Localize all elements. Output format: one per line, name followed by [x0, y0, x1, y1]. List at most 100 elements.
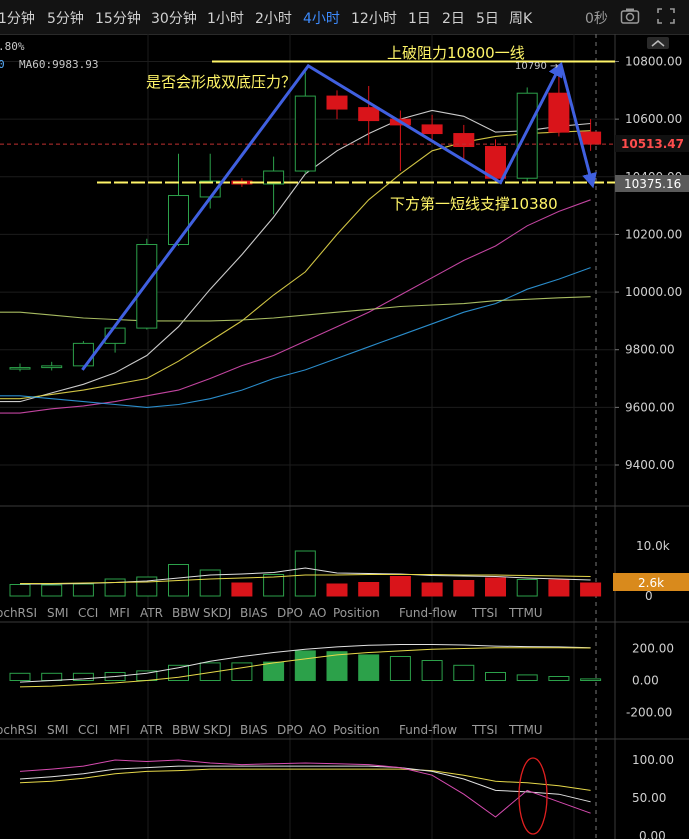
volume-bar	[516, 579, 538, 597]
macd-hist-bar	[580, 678, 602, 682]
macd-tick-label: -200.00	[626, 706, 672, 720]
tab-dpo[interactable]: DPO	[277, 606, 303, 620]
collapse-button[interactable]	[647, 37, 669, 49]
support-price-tag: 10375.16	[624, 177, 681, 191]
fullscreen-icon[interactable]	[656, 7, 676, 25]
volume-tag: 2.6k	[638, 576, 664, 590]
tab-ttsi[interactable]: TTSI	[472, 606, 498, 620]
candle-body	[9, 367, 31, 370]
price-tick-label: 9400.00	[625, 458, 675, 472]
tab-stochrsi[interactable]: ochRSI	[0, 606, 38, 620]
annotation-support: 下方第一短线支撑10380	[390, 195, 558, 213]
macd-tick-label: 200.00	[632, 642, 674, 656]
tab-ao[interactable]: AO	[309, 606, 327, 620]
macd-hist-bar	[485, 672, 506, 681]
tab-ttsi[interactable]: TTSI	[472, 723, 498, 737]
tf-30min[interactable]: 30分钟	[151, 11, 197, 27]
legend-ma-partial: 0	[0, 58, 5, 71]
volume-tick-label: 0	[645, 589, 653, 603]
kdj-k-line	[19, 759, 591, 818]
tab-smi[interactable]: SMI	[47, 606, 69, 620]
tab-smi[interactable]: SMI	[47, 723, 69, 737]
volume-bar	[294, 550, 316, 597]
annotation-resistance: 上破阻力10800一线	[387, 44, 525, 62]
tf-5d[interactable]: 5日	[476, 11, 499, 27]
tf-12h[interactable]: 12小时	[351, 11, 397, 27]
price-chart[interactable]: 10800.0010600.0010400.0010200.0010000.00…	[0, 34, 689, 839]
legend-ma60: MA60:9983.93	[19, 58, 98, 71]
price-tick-label: 10600.00	[625, 112, 682, 126]
ma-line-ma20	[0, 199, 591, 414]
chevron-up-icon[interactable]	[651, 40, 665, 47]
tf-5min[interactable]: 5分钟	[47, 11, 84, 27]
macd-hist-bar	[199, 662, 221, 682]
tab-ttmu[interactable]: TTMU	[509, 723, 543, 737]
tab-skdj[interactable]: SKDJ	[203, 606, 232, 620]
annotation-question: 是否会形成双底压力？	[146, 73, 296, 91]
tab-bias[interactable]: BIAS	[240, 723, 268, 737]
macd-hist-bar	[72, 672, 94, 681]
tab-ao[interactable]: AO	[309, 723, 327, 737]
volume-bar	[263, 574, 285, 597]
tab-dpo[interactable]: DPO	[277, 723, 303, 737]
tab-ttmu[interactable]: TTMU	[509, 606, 543, 620]
tf-15min[interactable]: 15分钟	[95, 11, 141, 27]
tab-atr[interactable]: ATR	[140, 606, 163, 620]
tab-bbw[interactable]: BBW	[172, 606, 200, 620]
tf-2h[interactable]: 2小时	[255, 11, 292, 27]
current-price-tag-bg	[615, 135, 689, 152]
camera-icon[interactable]	[620, 7, 640, 25]
tab-mfi[interactable]: MFI	[109, 606, 130, 620]
candle-body	[485, 146, 506, 179]
tab-position[interactable]: Position	[333, 723, 380, 737]
kdj-j-line	[19, 768, 591, 791]
trend-arrow-final	[559, 64, 597, 189]
tf-4h[interactable]: 4小时	[303, 11, 340, 27]
tf-2d[interactable]: 2日	[442, 11, 465, 27]
tab-atr[interactable]: ATR	[140, 723, 163, 737]
legend-change: .80%	[0, 40, 25, 53]
tab-position[interactable]: Position	[333, 606, 380, 620]
volume-bar	[389, 576, 411, 597]
tab-stochrsi[interactable]: ochRSI	[0, 723, 38, 737]
macd-hist-bar	[263, 661, 285, 681]
tab-fund-flow[interactable]: Fund-flow	[399, 723, 458, 737]
volume-bar	[421, 582, 443, 597]
macd-dea-line	[19, 647, 591, 688]
candle-body	[548, 92, 570, 133]
macd-hist-bar	[231, 662, 253, 682]
candle-body	[580, 131, 602, 145]
volume-bar	[72, 583, 94, 597]
price-tick-label: 9600.00	[625, 400, 675, 414]
tab-fund-flow[interactable]: Fund-flow	[399, 606, 458, 620]
annotation-peak: 10790 →	[515, 61, 558, 72]
indicator-tabs-row-2: ochRSI SMI CCI MFI ATR BBW SKDJ BIAS DPO…	[0, 719, 615, 741]
tab-mfi[interactable]: MFI	[109, 723, 130, 737]
tab-cci[interactable]: CCI	[78, 606, 99, 620]
macd-hist-bar	[453, 664, 475, 681]
ma-line-ma30	[0, 267, 591, 408]
tab-skdj[interactable]: SKDJ	[203, 723, 232, 737]
volume-bar	[358, 582, 380, 597]
volume-tick-label: 10.0k	[636, 539, 670, 553]
tf-1min[interactable]: 1分钟	[0, 11, 35, 27]
kdj-d-line	[19, 765, 591, 803]
volume-bar	[41, 584, 63, 597]
tf-1h[interactable]: 1小时	[207, 11, 244, 27]
macd-hist-bar	[548, 676, 570, 681]
tf-week[interactable]: 周K	[509, 11, 533, 27]
volume-bar	[9, 584, 31, 597]
price-tick-label: 10800.00	[625, 55, 682, 69]
candle-body	[136, 244, 158, 329]
candle-body	[453, 133, 475, 148]
macd-hist-bar	[294, 650, 316, 682]
macd-dif-line	[19, 644, 591, 683]
price-tick-label: 10000.00	[625, 285, 682, 299]
tab-bias[interactable]: BIAS	[240, 606, 268, 620]
tf-1d[interactable]: 1日	[408, 11, 431, 27]
tab-bbw[interactable]: BBW	[172, 723, 200, 737]
volume-tag-bg	[613, 573, 689, 591]
tab-cci[interactable]: CCI	[78, 723, 99, 737]
current-price-tag: 10513.47	[621, 137, 684, 151]
candle-body	[326, 95, 348, 110]
